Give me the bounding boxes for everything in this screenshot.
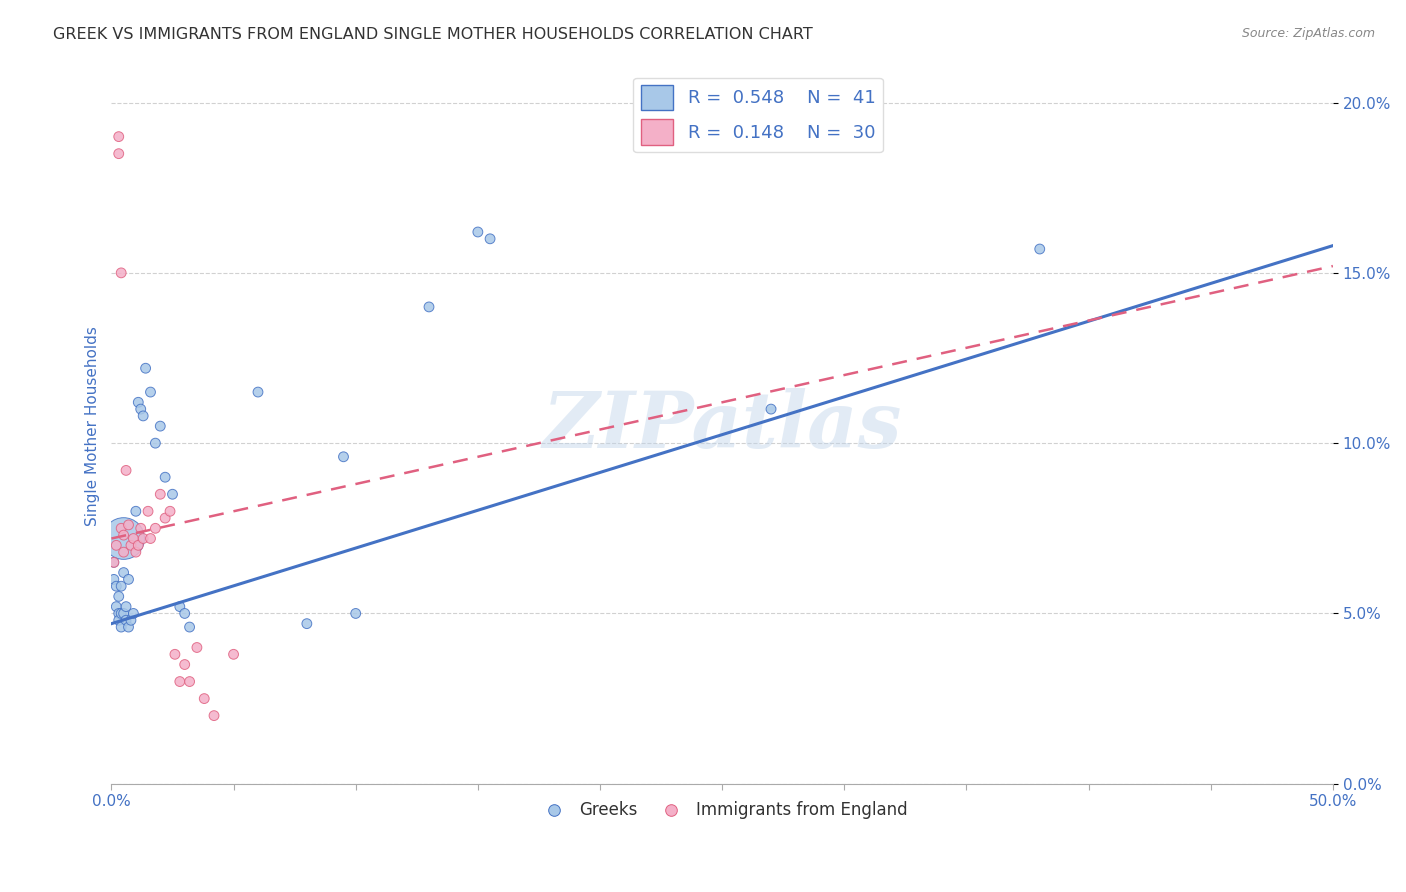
Point	[129, 402, 152, 417]
Point	[105, 579, 128, 593]
Point	[117, 573, 139, 587]
Point	[139, 532, 162, 546]
Point	[103, 555, 125, 569]
Point	[125, 504, 148, 518]
Point	[418, 300, 440, 314]
Point	[467, 225, 489, 239]
Point	[246, 385, 269, 400]
Point	[145, 436, 167, 450]
Point	[127, 395, 149, 409]
Point	[202, 708, 225, 723]
Point	[120, 613, 142, 627]
Point	[112, 545, 135, 559]
Text: 0.0%: 0.0%	[91, 795, 131, 809]
Point	[222, 648, 245, 662]
Point	[295, 616, 318, 631]
Point	[135, 361, 157, 376]
Point	[105, 538, 128, 552]
Text: GREEK VS IMMIGRANTS FROM ENGLAND SINGLE MOTHER HOUSEHOLDS CORRELATION CHART: GREEK VS IMMIGRANTS FROM ENGLAND SINGLE …	[53, 27, 813, 42]
Point	[193, 691, 215, 706]
Point	[112, 607, 135, 621]
Point	[107, 146, 129, 161]
Point	[479, 232, 502, 246]
Point	[117, 517, 139, 532]
Point	[112, 528, 135, 542]
Point	[129, 521, 152, 535]
Point	[139, 385, 162, 400]
Point	[344, 607, 367, 621]
Point	[332, 450, 354, 464]
Point	[132, 409, 155, 423]
Point	[103, 555, 125, 569]
Point	[163, 648, 186, 662]
Point	[136, 504, 159, 518]
Point	[115, 613, 138, 627]
Point	[105, 599, 128, 614]
Point	[169, 599, 191, 614]
Point	[132, 532, 155, 546]
Point	[149, 419, 172, 434]
Text: ZIPatlas: ZIPatlas	[543, 388, 901, 465]
Point	[115, 463, 138, 477]
Point	[122, 607, 145, 621]
Point	[169, 674, 191, 689]
Point	[107, 613, 129, 627]
Point	[145, 521, 167, 535]
Point	[159, 504, 181, 518]
Point	[107, 129, 129, 144]
Point	[110, 620, 132, 634]
Point	[112, 566, 135, 580]
Point	[112, 532, 135, 546]
Point	[759, 402, 782, 417]
Y-axis label: Single Mother Households: Single Mother Households	[86, 326, 100, 526]
Point	[179, 674, 201, 689]
Point	[117, 620, 139, 634]
Point	[1029, 242, 1052, 256]
Text: Source: ZipAtlas.com: Source: ZipAtlas.com	[1241, 27, 1375, 40]
Point	[110, 266, 132, 280]
Point	[179, 620, 201, 634]
Point	[110, 579, 132, 593]
Legend: Greeks, Immigrants from England: Greeks, Immigrants from England	[530, 794, 914, 825]
Point	[153, 511, 176, 525]
Point	[103, 573, 125, 587]
Point	[110, 521, 132, 535]
Point	[115, 599, 138, 614]
Point	[173, 607, 195, 621]
Point	[110, 607, 132, 621]
Point	[173, 657, 195, 672]
Point	[149, 487, 172, 501]
Point	[153, 470, 176, 484]
Point	[162, 487, 184, 501]
Point	[186, 640, 208, 655]
Point	[120, 538, 142, 552]
Point	[125, 545, 148, 559]
Text: 50.0%: 50.0%	[1309, 795, 1357, 809]
Point	[107, 590, 129, 604]
Point	[107, 607, 129, 621]
Point	[127, 538, 149, 552]
Point	[122, 532, 145, 546]
